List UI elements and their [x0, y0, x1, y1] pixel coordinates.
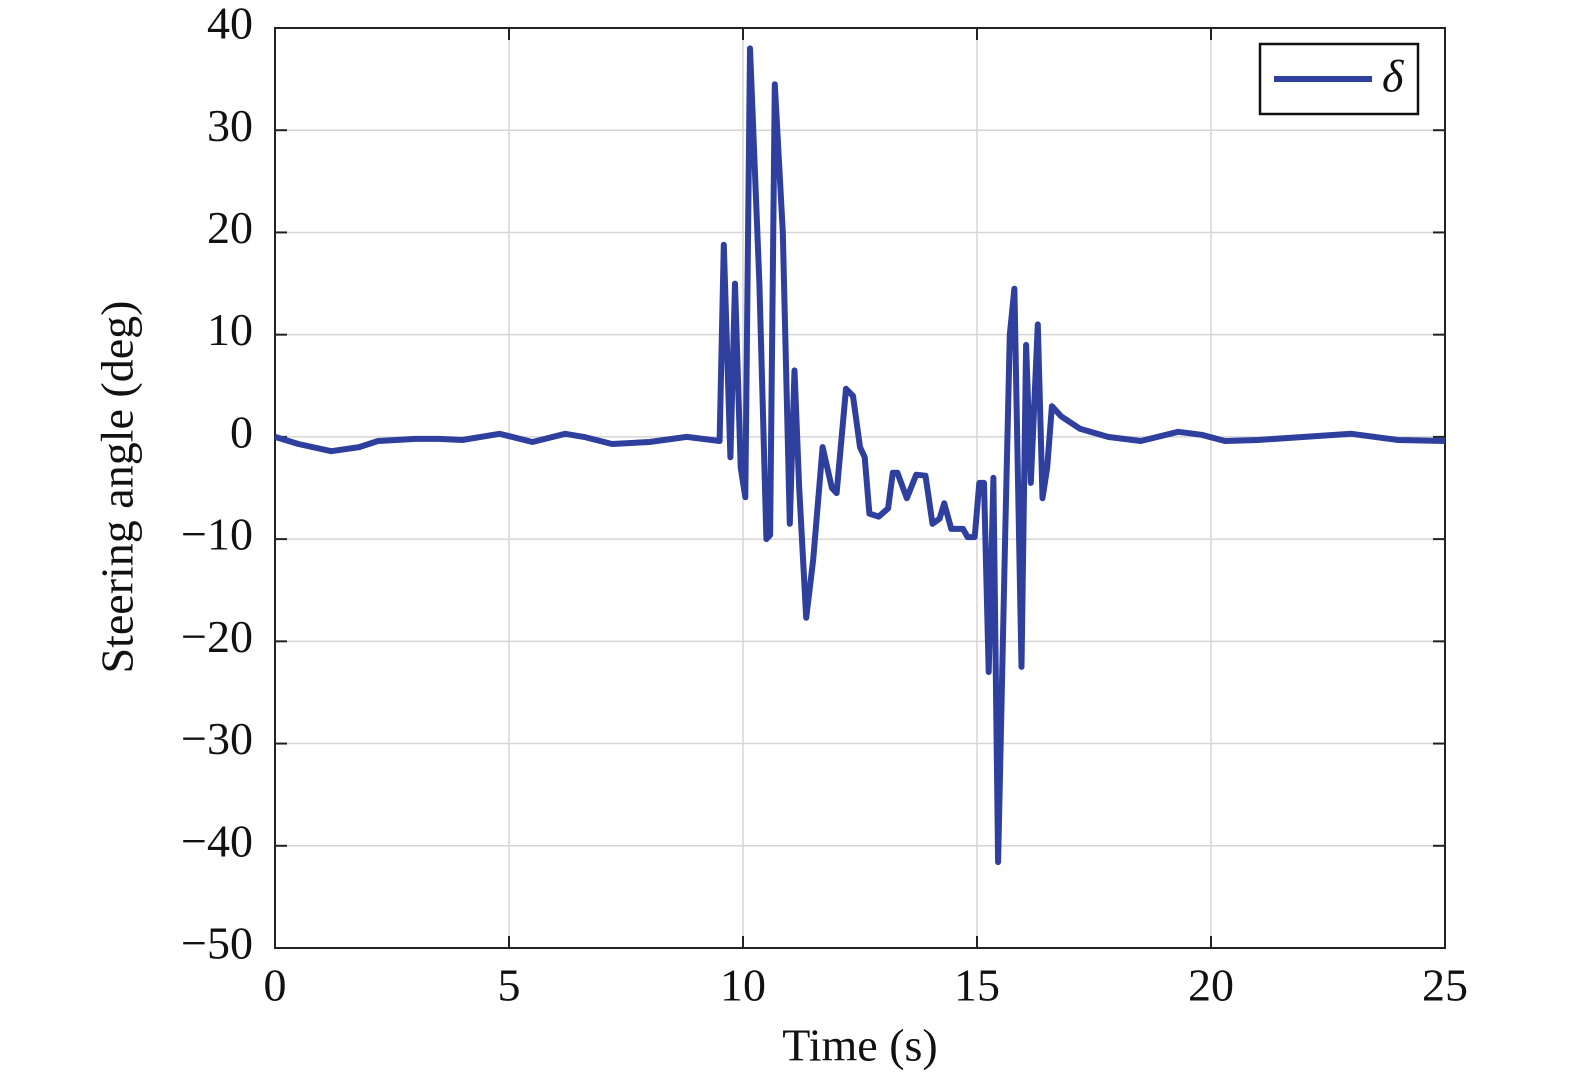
x-tick-label: 15: [954, 960, 1000, 1011]
y-tick-label: 20: [207, 202, 253, 253]
x-axis-label: Time (s): [782, 1020, 938, 1071]
legend: δ: [1258, 42, 1420, 116]
y-tick-label: −50: [181, 918, 253, 969]
legend-label: δ: [1382, 51, 1404, 102]
y-tick-label: −10: [181, 509, 253, 560]
plot-frame: [274, 27, 1446, 949]
y-tick-label: 30: [207, 100, 253, 151]
y-tick-label: 40: [207, 0, 253, 49]
y-tick-label: 0: [230, 406, 253, 457]
y-tick-label: −40: [181, 815, 253, 866]
y-tick-label: 10: [207, 304, 253, 355]
x-tick-label: 0: [264, 960, 287, 1011]
x-tick-label: 5: [498, 960, 521, 1011]
x-tick-label: 10: [720, 960, 766, 1011]
data-line: [274, 45, 1446, 866]
y-tick-label: −20: [181, 611, 253, 662]
x-tick-label: 20: [1188, 960, 1234, 1011]
y-axis-label: Steering angle (deg): [92, 301, 143, 674]
y-tick-label: −30: [181, 713, 253, 764]
x-tick-label: 25: [1422, 960, 1468, 1011]
